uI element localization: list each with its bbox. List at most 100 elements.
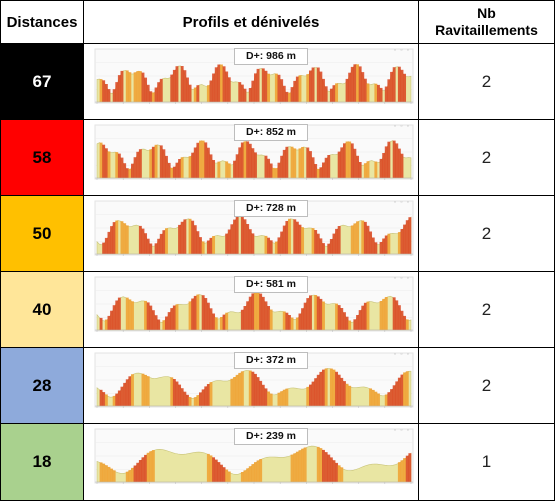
- slope-stripe: [356, 315, 360, 330]
- slope-stripe: [345, 383, 349, 406]
- slope-stripe: [264, 70, 268, 102]
- slope-stripe: [235, 216, 239, 254]
- distance-cell: 28: [0, 347, 84, 424]
- slope-stripe: [196, 231, 200, 254]
- slope-stripe: [293, 80, 297, 102]
- slope-stripe: [343, 381, 346, 406]
- slope-stripe: [180, 221, 184, 254]
- slope-stripe: [363, 163, 367, 178]
- slope-stripe: [149, 243, 153, 254]
- slope-stripe: [112, 222, 116, 254]
- slope-stripe: [340, 147, 344, 178]
- slope-stripe: [196, 85, 200, 102]
- slope-stripe: [225, 312, 229, 330]
- slope-stripe: [172, 166, 176, 178]
- slope-stripe: [225, 161, 229, 178]
- profile-cell: D+: 581 m ◦ ◦ ◦: [83, 271, 419, 348]
- slope-stripe: [324, 157, 328, 178]
- slope-stripe: [115, 152, 119, 178]
- slope-stripe: [314, 230, 318, 254]
- slope-stripe: [191, 298, 195, 330]
- slope-stripe: [303, 302, 307, 330]
- slope-stripe: [327, 155, 331, 178]
- slope-stripe: [125, 379, 129, 406]
- slope-stripe: [240, 216, 244, 254]
- slope-stripe: [225, 469, 229, 482]
- slope-stripe: [209, 237, 213, 254]
- slope-stripe: [159, 145, 163, 178]
- slope-stripe: [335, 83, 339, 102]
- slope-stripe: [366, 83, 370, 102]
- slope-stripe: [235, 374, 239, 406]
- slope-stripe: [309, 70, 312, 102]
- slope-stripe: [363, 302, 367, 330]
- slope-stripe: [138, 149, 142, 178]
- slope-stripe: [259, 380, 263, 406]
- slope-stripe: [246, 468, 250, 482]
- distance-cell: 40: [0, 271, 84, 348]
- slope-stripe: [382, 238, 386, 254]
- slope-stripe: [227, 163, 231, 178]
- slope-stripe: [348, 141, 352, 178]
- slope-stripe: [397, 377, 401, 406]
- course-row: 50 D+: 728 m ◦ ◦ ◦ 2: [0, 195, 555, 272]
- slope-stripe: [206, 85, 210, 102]
- slope-stripe: [319, 298, 323, 330]
- slope-stripe: [102, 463, 106, 482]
- slope-stripe: [157, 82, 161, 102]
- slope-stripe: [309, 384, 312, 406]
- slope-stripe: [366, 161, 370, 178]
- slope-stripe: [125, 297, 129, 330]
- slope-stripe: [298, 224, 302, 254]
- slope-stripe: [361, 72, 365, 102]
- slope-stripe: [212, 160, 216, 178]
- slope-stripe: [335, 303, 339, 330]
- slope-stripe: [256, 460, 260, 482]
- slope-stripe: [303, 447, 307, 482]
- slope-stripe: [269, 240, 273, 254]
- slope-stripe: [170, 377, 174, 406]
- slope-stripe: [209, 455, 213, 482]
- slope-stripe: [149, 451, 153, 482]
- slope-stripe: [159, 233, 163, 254]
- slope-stripe: [125, 70, 129, 102]
- distance-cell: 58: [0, 119, 84, 196]
- slope-stripe: [306, 298, 310, 330]
- chart-tools-icon: ◦ ◦ ◦: [393, 123, 410, 130]
- slope-stripe: [316, 67, 320, 102]
- slope-stripe: [350, 143, 354, 178]
- slope-stripe: [199, 237, 202, 254]
- header-distances: Distances: [0, 0, 84, 44]
- ravitaillements-cell: 1: [418, 423, 555, 501]
- slope-stripe: [154, 144, 158, 178]
- slope-stripe: [311, 67, 315, 102]
- slope-stripe: [172, 379, 176, 406]
- slope-stripe: [240, 84, 244, 102]
- slope-stripe: [264, 388, 268, 406]
- slope-stripe: [251, 80, 255, 102]
- slope-stripe: [340, 467, 344, 482]
- slope-stripe: [345, 78, 349, 102]
- slope-stripe: [246, 141, 250, 178]
- slope-stripe: [392, 67, 396, 102]
- slope-stripe: [146, 238, 150, 254]
- slope-stripe: [149, 149, 153, 178]
- slope-stripe: [348, 385, 352, 406]
- slope-stripe: [154, 315, 158, 330]
- slope-stripe: [288, 92, 291, 102]
- course-row: 28 D+: 372 m ◦ ◦ ◦ 2: [0, 347, 555, 424]
- slope-stripe: [144, 77, 148, 102]
- slope-stripe: [267, 158, 271, 178]
- slope-stripe: [193, 225, 197, 254]
- slope-stripe: [188, 218, 192, 254]
- slope-stripe: [157, 238, 161, 254]
- elevation-gain-label: D+: 986 m: [234, 48, 308, 65]
- slope-stripe: [400, 69, 404, 102]
- slope-stripe: [343, 143, 346, 178]
- elevation-chart: [94, 428, 414, 484]
- slope-stripe: [397, 462, 401, 482]
- slope-stripe: [403, 315, 407, 330]
- slope-stripe: [227, 471, 231, 482]
- header-row: Distances Profils et dénivelés Nb Ravita…: [0, 0, 555, 44]
- slope-stripe: [180, 157, 184, 178]
